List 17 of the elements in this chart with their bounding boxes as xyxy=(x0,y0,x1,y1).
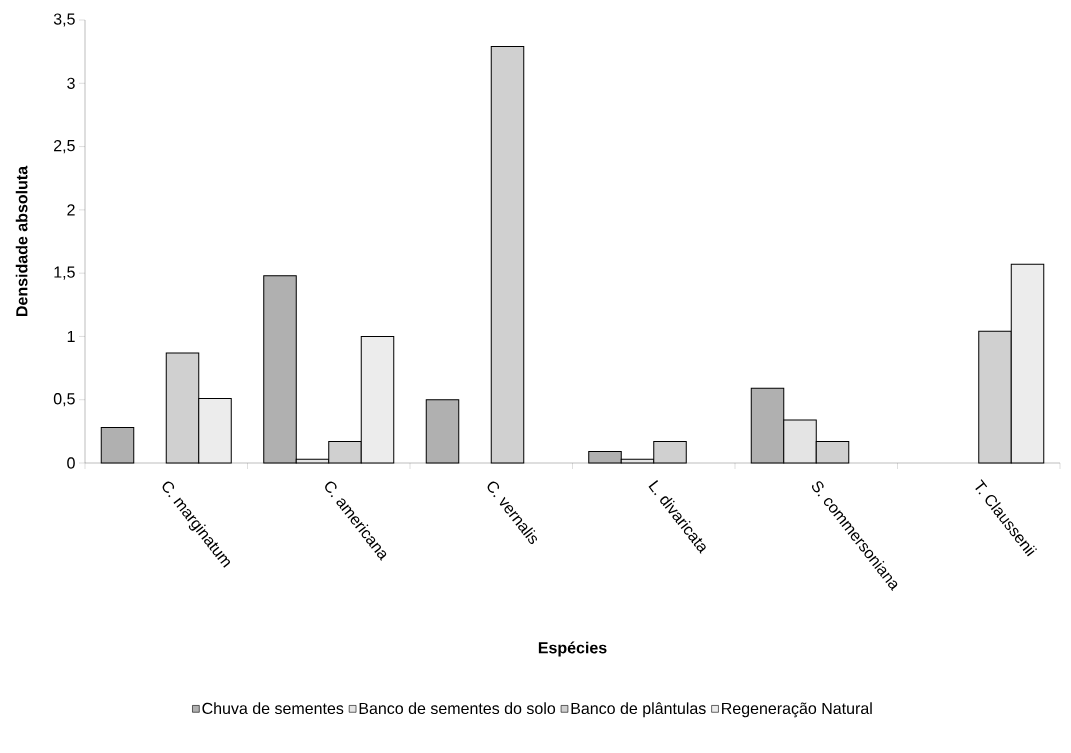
y-axis-title: Densidade absoluta xyxy=(15,165,28,317)
legend-label: Chuva de sementes xyxy=(202,702,344,715)
y-tick-label: 1,5 xyxy=(54,266,75,280)
bar xyxy=(100,427,135,464)
x-axis-title: Espécies xyxy=(538,641,607,657)
y-tick-label: 3 xyxy=(67,77,75,89)
y-tick-label: 1 xyxy=(67,330,75,342)
bar xyxy=(490,46,525,464)
legend-label: Regeneração Natural xyxy=(722,702,872,718)
y-tick-label: 3,5 xyxy=(53,13,75,27)
y-tick-label: 2 xyxy=(67,204,75,216)
y-tick-label: 0 xyxy=(67,457,75,469)
y-tick-label: 0,5 xyxy=(53,393,75,407)
legend-label: Banco de plântulas xyxy=(571,702,706,718)
legend-label: Banco de sementes do solo xyxy=(359,702,556,715)
bar xyxy=(425,399,460,464)
y-tick-label: 2,5 xyxy=(54,139,75,154)
